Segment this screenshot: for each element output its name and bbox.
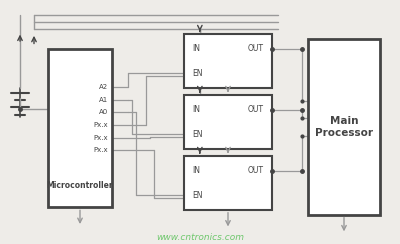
Text: EN: EN (192, 130, 202, 139)
Text: IN: IN (192, 166, 200, 175)
Bar (184, 95, 272, 149)
Text: A0: A0 (99, 109, 108, 115)
Bar (48, 49, 112, 207)
Text: OUT: OUT (248, 166, 264, 175)
Text: OUT: OUT (248, 44, 264, 53)
Text: OUT: OUT (248, 105, 264, 114)
Text: Px.x: Px.x (93, 122, 108, 128)
Text: Px.x: Px.x (93, 135, 108, 141)
Bar (184, 34, 272, 88)
Text: IN: IN (192, 44, 200, 53)
Text: EN: EN (192, 191, 202, 200)
Text: Px.x: Px.x (93, 147, 108, 153)
Text: EN: EN (192, 69, 202, 78)
Text: A1: A1 (99, 97, 108, 102)
Text: www.cntronics.com: www.cntronics.com (156, 234, 244, 242)
Bar (184, 156, 272, 210)
Text: A2: A2 (99, 84, 108, 90)
Text: Main
Processor: Main Processor (315, 116, 373, 138)
Text: Microcontroller: Microcontroller (47, 181, 113, 190)
Text: IN: IN (192, 105, 200, 114)
Bar (308, 39, 380, 215)
